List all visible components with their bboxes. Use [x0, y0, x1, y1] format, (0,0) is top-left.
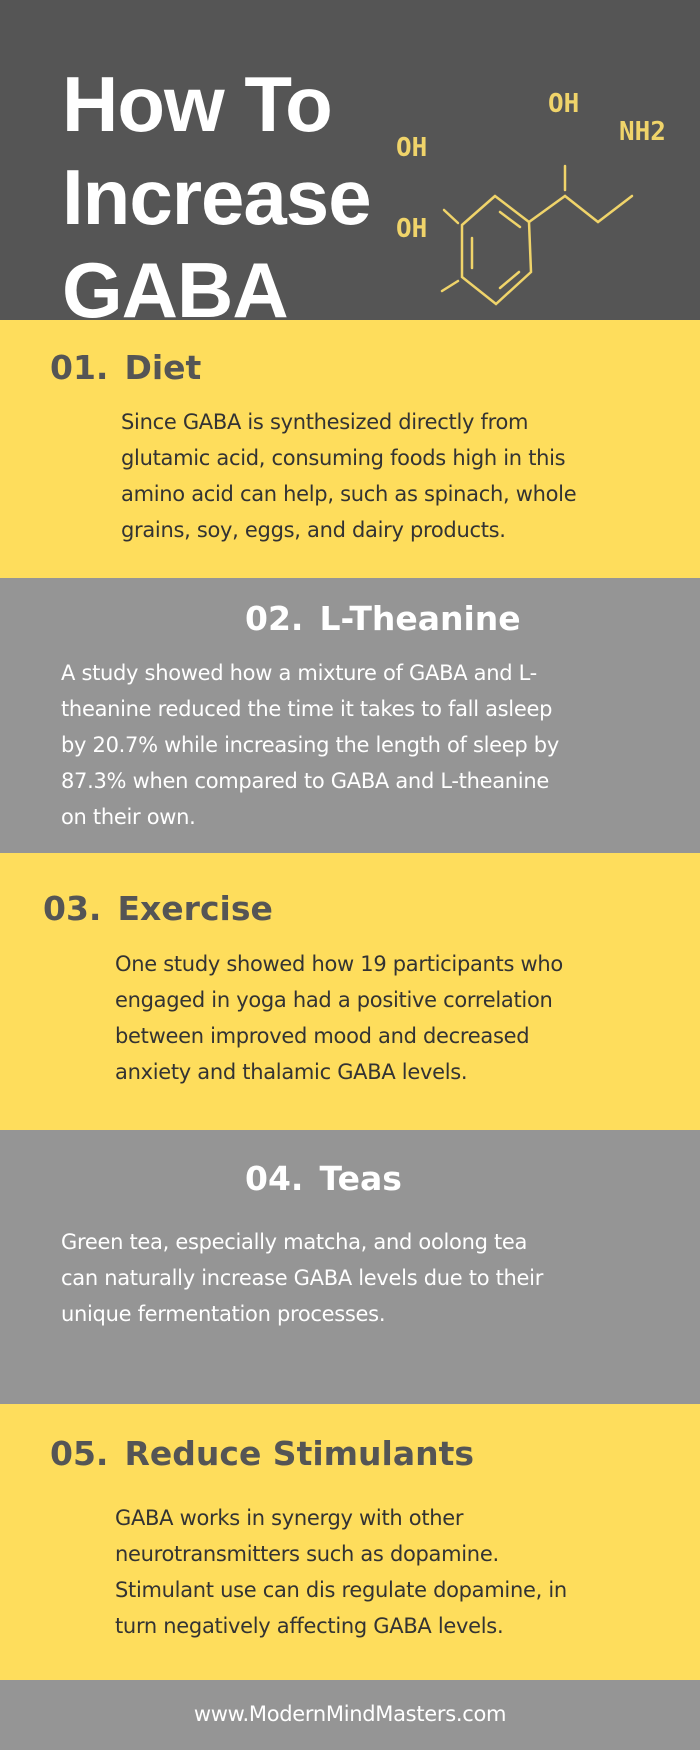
- website-link[interactable]: www.ModernMindMasters.com: [193, 1702, 507, 1726]
- body-line: amino acid can help, such as spinach, wh…: [121, 482, 577, 506]
- body-line: anxiety and thalamic GABA levels.: [115, 1060, 468, 1084]
- body-line: turn negatively affecting GABA levels.: [115, 1614, 504, 1638]
- section-number: 04.: [245, 1159, 304, 1198]
- body-line: engaged in yoga had a positive correlati…: [115, 988, 553, 1012]
- section-body: GABA works in synergy with other neurotr…: [115, 1500, 567, 1644]
- section-reduce-stimulants: 05. Reduce Stimulants GABA works in syner…: [0, 1404, 700, 1680]
- section-title: Exercise: [117, 889, 273, 928]
- section-exercise: 03. Exercise One study showed how 19 part…: [0, 853, 700, 1130]
- body-line: between improved mood and decreased: [115, 1024, 530, 1048]
- section-number: 05.: [50, 1434, 109, 1473]
- body-line: can naturally increase GABA levels due t…: [61, 1266, 544, 1290]
- section-number: 03.: [43, 889, 102, 928]
- body-line: theanine reduced the time it takes to fa…: [61, 697, 553, 721]
- body-line: One study showed how 19 participants who: [115, 952, 563, 976]
- section-body: Since GABA is synthesized directly from …: [121, 404, 577, 548]
- section-heading: 03. Exercise: [43, 889, 273, 928]
- body-line: 87.3% when compared to GABA and L-theani…: [61, 769, 549, 793]
- page-title: How To Increase GABA: [62, 58, 372, 337]
- section-heading: 04. Teas: [245, 1159, 402, 1198]
- oh-label: OH: [548, 89, 579, 119]
- body-line: glutamic acid, consuming foods high in t…: [121, 446, 566, 470]
- oh-label: OH: [396, 133, 427, 163]
- nh2-label: NH2: [619, 117, 666, 147]
- molecule-structure-icon: OH NH2 OH OH: [396, 89, 666, 306]
- section-title: Teas: [319, 1159, 402, 1198]
- section-diet: 01. Diet Since GABA is synthesized direct…: [0, 320, 700, 578]
- section-number: 01.: [50, 348, 109, 387]
- title-line: How To: [62, 60, 333, 148]
- body-line: grains, soy, eggs, and dairy products.: [121, 518, 506, 542]
- body-line: GABA works in synergy with other: [115, 1506, 464, 1530]
- section-heading: 01. Diet: [50, 348, 201, 387]
- section-title: L-Theanine: [319, 599, 521, 638]
- section-title: Reduce Stimulants: [124, 1434, 475, 1473]
- title-line: GABA: [62, 246, 289, 334]
- body-line: unique fermentation processes.: [61, 1302, 386, 1326]
- body-line: A study showed how a mixture of GABA and…: [61, 661, 537, 685]
- body-line: by 20.7% while increasing the length of …: [61, 733, 559, 757]
- section-body: Green tea, especially matcha, and oolong…: [61, 1224, 543, 1332]
- footer: www.ModernMindMasters.com: [0, 1680, 700, 1750]
- section-heading: 05. Reduce Stimulants: [50, 1434, 474, 1473]
- section-l-theanine: 02. L-Theanine A study showed how a mixtu…: [0, 578, 700, 853]
- body-line: Since GABA is synthesized directly from: [121, 410, 529, 434]
- section-body: One study showed how 19 participants who…: [115, 946, 563, 1090]
- section-heading: 02. L-Theanine: [245, 599, 521, 638]
- body-line: on their own.: [61, 805, 196, 829]
- section-number: 02.: [245, 599, 304, 638]
- title-line: Increase: [62, 153, 372, 241]
- body-line: Green tea, especially matcha, and oolong…: [61, 1230, 528, 1254]
- header: How To Increase GABA OH NH2 OH OH: [0, 0, 700, 334]
- oh-label: OH: [396, 214, 427, 244]
- section-title: Diet: [124, 348, 202, 387]
- section-teas: 04. Teas Green tea, especially matcha, an…: [0, 1130, 700, 1404]
- section-body: A study showed how a mixture of GABA and…: [61, 655, 559, 835]
- body-line: neurotransmitters such as dopamine.: [115, 1542, 499, 1566]
- body-line: Stimulant use can dis regulate dopamine,…: [115, 1578, 567, 1602]
